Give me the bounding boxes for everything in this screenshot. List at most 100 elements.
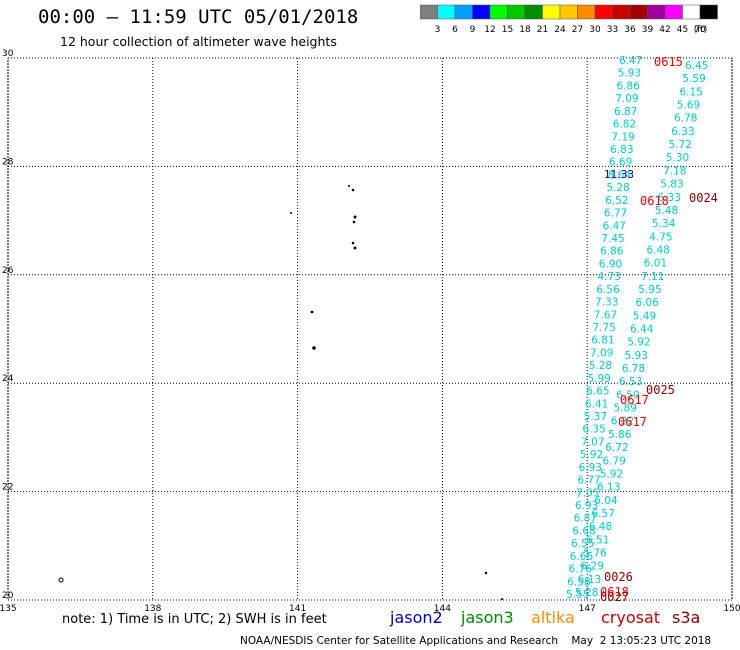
island-ring bbox=[58, 577, 64, 583]
swh-label: 7.07 bbox=[581, 436, 604, 448]
swh-label: 6.78 bbox=[674, 113, 697, 125]
swh-label: 6.55 bbox=[571, 538, 594, 550]
swh-label: 6.15 bbox=[680, 86, 703, 98]
swh-label: 5.59 bbox=[682, 73, 705, 85]
island-dot bbox=[352, 220, 356, 224]
time-label: 0618 bbox=[600, 585, 629, 599]
lat-tick-label: 20 bbox=[2, 591, 14, 601]
time-label: 0615 bbox=[654, 55, 683, 69]
swh-label: 7.09 bbox=[615, 93, 638, 105]
scale-unit-label: (ft) bbox=[694, 25, 708, 35]
footer-note: note: 1) Time is in UTC; 2) SWH is in fe… bbox=[62, 612, 327, 627]
lon-tick-label: 147 bbox=[579, 604, 596, 614]
page-subtitle: 12 hour collection of altimeter wave hei… bbox=[60, 34, 337, 49]
swh-label: 6.33 bbox=[658, 192, 681, 204]
scale-label: 27 bbox=[572, 25, 583, 35]
swh-label: 5.30 bbox=[666, 152, 689, 164]
swh-label: 6.41 bbox=[585, 398, 608, 410]
swh-label: 7.09 bbox=[590, 347, 613, 359]
lat-tick-label: 28 bbox=[2, 157, 14, 167]
swh-label: 7.33 bbox=[595, 297, 618, 309]
swh-label: 6.68 bbox=[572, 525, 595, 537]
time-label: 0025 bbox=[646, 383, 675, 397]
swh-label: 5.93 bbox=[618, 68, 641, 80]
swh-label: 5.28 bbox=[589, 360, 612, 372]
swh-label: 6.77 bbox=[577, 475, 600, 487]
lat-tick-label: 26 bbox=[2, 266, 14, 276]
scale-label: 6 bbox=[452, 25, 458, 35]
swh-label: 5.69 bbox=[677, 100, 700, 112]
island-dot bbox=[290, 212, 292, 214]
swh-label: 6.45 bbox=[685, 60, 708, 72]
swh-label: 4.73 bbox=[598, 271, 621, 283]
swh-label: 5.95 bbox=[638, 284, 661, 296]
swh-label: 6.35 bbox=[582, 424, 605, 436]
swh-label: 5.92 bbox=[627, 337, 650, 349]
credit-line: NOAA/NESDIS Center for Satellite Applica… bbox=[240, 635, 712, 647]
time-label: 0617 bbox=[620, 393, 649, 407]
scale-label: 30 bbox=[589, 25, 601, 35]
swh-label-high: 11.33 bbox=[604, 169, 634, 181]
swh-label: 5.28 bbox=[575, 587, 598, 599]
page-title: 00:00 – 11:59 UTC 05/01/2018 bbox=[38, 6, 359, 28]
time-label: 0024 bbox=[689, 191, 718, 205]
lon-tick-label: 150 bbox=[723, 604, 740, 614]
swh-label: 6.77 bbox=[604, 208, 627, 220]
swh-label: 6.76 bbox=[569, 564, 593, 576]
swh-label: 5.72 bbox=[669, 139, 692, 151]
swh-label: 7.18 bbox=[663, 165, 686, 177]
scale-label: 36 bbox=[624, 25, 636, 35]
swh-label: 6.50 bbox=[616, 389, 639, 401]
swh-label: 5.93 bbox=[625, 350, 648, 362]
swh-label: 6.51 bbox=[586, 534, 609, 546]
island-dot bbox=[484, 571, 488, 575]
swh-label: 5.83 bbox=[660, 179, 683, 191]
swh-label: 5.55 bbox=[566, 589, 589, 601]
swh-label: 6.72 bbox=[605, 442, 628, 454]
swh-label: 6.83 bbox=[610, 144, 633, 156]
swh-label: 6.48 bbox=[647, 244, 670, 256]
altimeter-track: 6.475.936.867.096.876.827.196.836.698.64… bbox=[566, 55, 708, 601]
legend-jason3: jason3 bbox=[461, 608, 514, 627]
swh-label: 6.48 bbox=[589, 521, 612, 533]
scale-label: 18 bbox=[519, 25, 531, 35]
scale-label: 3 bbox=[435, 25, 441, 35]
time-label: 0026 bbox=[604, 570, 633, 584]
time-label: 0618 bbox=[640, 194, 669, 208]
island-dot bbox=[348, 185, 350, 187]
lon-tick-label: 144 bbox=[434, 604, 451, 614]
scale-label: 42 bbox=[659, 25, 670, 35]
swh-label: 5.92 bbox=[600, 468, 623, 480]
swh-label: 5.49 bbox=[633, 310, 656, 322]
swh-label: 5.76 bbox=[583, 547, 607, 559]
swh-label: 6.86 bbox=[600, 246, 624, 258]
legend-cryosat: cryosat bbox=[601, 608, 661, 627]
graticule-grid: 135 138 141 144 147 150 20 22 24 26 28 30 bbox=[0, 49, 740, 614]
swh-label: 6.06 bbox=[636, 297, 660, 309]
legend-altika: altika bbox=[531, 608, 575, 627]
swh-label: 6.47 bbox=[619, 55, 642, 67]
scale-label: 70 bbox=[694, 25, 706, 35]
island-dot bbox=[353, 215, 357, 219]
swh-label: 5.48 bbox=[655, 205, 678, 217]
swh-label: 6.33 bbox=[671, 126, 694, 138]
scale-label: 33 bbox=[607, 25, 618, 35]
island-dot bbox=[501, 598, 503, 600]
lon-tick-label: 135 bbox=[0, 604, 17, 614]
swh-label: 5.34 bbox=[652, 218, 676, 230]
scale-label: 21 bbox=[537, 25, 548, 35]
lat-tick-label: 22 bbox=[2, 483, 13, 493]
island-dot bbox=[312, 346, 316, 350]
swh-label: 6.90 bbox=[599, 258, 622, 270]
swh-label: 6.53 bbox=[619, 376, 642, 388]
swh-label: 6.93 bbox=[579, 462, 602, 474]
scale-label: 15 bbox=[502, 25, 513, 35]
swh-label: 6.13 bbox=[597, 482, 620, 494]
scale-label: 45 bbox=[677, 25, 688, 35]
swh-label: 7.75 bbox=[593, 322, 616, 334]
scale-label: 39 bbox=[642, 25, 654, 35]
swh-label: 6.93 bbox=[575, 500, 598, 512]
swh-label: 7.67 bbox=[594, 309, 617, 321]
